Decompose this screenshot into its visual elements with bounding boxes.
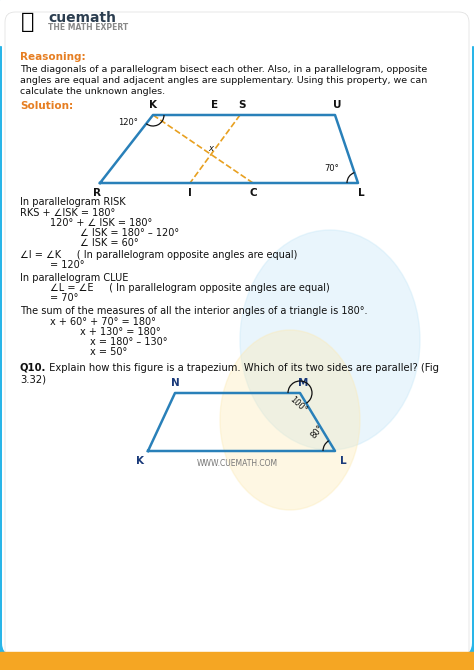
Text: I: I: [188, 188, 192, 198]
Text: ∠ ISK = 60°: ∠ ISK = 60°: [80, 238, 138, 248]
Text: L: L: [358, 188, 365, 198]
Text: x: x: [208, 145, 213, 153]
FancyBboxPatch shape: [0, 0, 474, 25]
Bar: [0, 0, 474, 45]
Text: Explain how this figure is a trapezium. Which of its two sides are parallel? (Fi: Explain how this figure is a trapezium. …: [46, 363, 439, 373]
Text: The sum of the measures of all the interior angles of a triangle is 180°.: The sum of the measures of all the inter…: [20, 306, 367, 316]
Text: 70°: 70°: [325, 164, 339, 173]
Text: 🚀: 🚀: [21, 12, 35, 32]
Text: ∠I = ∠K     ( In parallelogram opposite angles are equal): ∠I = ∠K ( In parallelogram opposite angl…: [20, 250, 297, 260]
Ellipse shape: [220, 330, 360, 510]
Text: RKS + ∠ISK = 180°: RKS + ∠ISK = 180°: [20, 208, 115, 218]
Bar: [0, 0, 474, 45]
Text: 3.32): 3.32): [20, 374, 46, 384]
Text: In parallelogram RISK: In parallelogram RISK: [20, 197, 126, 207]
Text: ∠L = ∠E     ( In parallelogram opposite angles are equal): ∠L = ∠E ( In parallelogram opposite angl…: [50, 283, 330, 293]
Text: S: S: [238, 100, 246, 110]
Bar: [0, 652, 474, 670]
Text: = 70°: = 70°: [50, 293, 78, 303]
Text: = 120°: = 120°: [50, 260, 84, 270]
Text: L: L: [340, 456, 346, 466]
Text: C: C: [249, 188, 257, 198]
FancyBboxPatch shape: [5, 12, 469, 660]
Ellipse shape: [240, 230, 420, 450]
Text: N: N: [171, 378, 179, 388]
Text: THE MATH EXPERT: THE MATH EXPERT: [48, 23, 128, 33]
Text: Q10.: Q10.: [20, 363, 46, 373]
Text: K: K: [149, 100, 157, 110]
Text: 120° + ∠ ISK = 180°: 120° + ∠ ISK = 180°: [50, 218, 152, 228]
Text: The diagonals of a parallelogram bisect each other. Also, in a parallelogram, op: The diagonals of a parallelogram bisect …: [20, 65, 427, 74]
Text: Solution:: Solution:: [20, 101, 73, 111]
Text: R: R: [93, 188, 101, 198]
Text: cuemath: cuemath: [48, 11, 116, 25]
FancyBboxPatch shape: [2, 0, 472, 655]
Text: 80°: 80°: [309, 423, 325, 440]
Text: 100°: 100°: [288, 395, 309, 415]
Text: calculate the unknown angles.: calculate the unknown angles.: [20, 87, 165, 96]
FancyBboxPatch shape: [0, 0, 455, 45]
Text: x + 130° = 180°: x + 130° = 180°: [80, 327, 161, 337]
Text: Reasoning:: Reasoning:: [20, 52, 86, 62]
Text: ∠ ISK = 180° – 120°: ∠ ISK = 180° – 120°: [80, 228, 179, 238]
Text: x + 60° + 70° = 180°: x + 60° + 70° = 180°: [50, 317, 156, 327]
Text: x = 180° – 130°: x = 180° – 130°: [90, 337, 167, 347]
Text: angles are equal and adjacent angles are supplementary. Using this property, we : angles are equal and adjacent angles are…: [20, 76, 427, 85]
Text: E: E: [211, 100, 219, 110]
Text: K: K: [136, 456, 144, 466]
Text: x = 50°: x = 50°: [90, 347, 127, 357]
Text: U: U: [333, 100, 341, 110]
Text: In parallelogram CLUE: In parallelogram CLUE: [20, 273, 128, 283]
Text: 120°: 120°: [118, 118, 138, 127]
Text: M: M: [298, 378, 308, 388]
Text: WWW.CUEMATH.COM: WWW.CUEMATH.COM: [196, 459, 278, 468]
